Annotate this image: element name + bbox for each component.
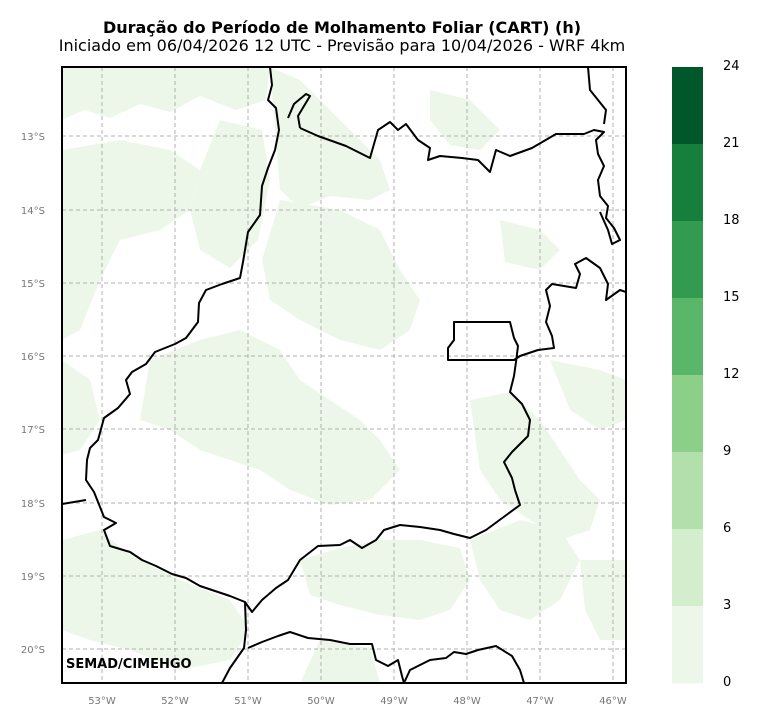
lon-label: 52°W bbox=[161, 696, 189, 707]
field-region bbox=[470, 520, 580, 620]
colorbar-bin bbox=[672, 144, 703, 222]
lon-label: 47°W bbox=[526, 696, 554, 707]
field-region bbox=[300, 540, 470, 620]
lon-label: 48°W bbox=[453, 696, 481, 707]
lon-label: 49°W bbox=[380, 696, 408, 707]
ms-border bbox=[221, 601, 247, 683]
colorbar-bin bbox=[672, 452, 703, 530]
lat-label: 17°S bbox=[21, 425, 45, 436]
credit-label: SEMAD/CIMEHGO bbox=[66, 657, 192, 672]
mg-south-border-2 bbox=[403, 645, 525, 683]
longitude-labels: 53°W 52°W 51°W 50°W 49°W 48°W 47°W 46°W bbox=[88, 696, 627, 707]
colorbar bbox=[672, 67, 703, 684]
mt-tip-border bbox=[287, 93, 311, 129]
lon-label: 50°W bbox=[307, 696, 335, 707]
map-subtitle: Iniciado em 06/04/2026 12 UTC - Previsão… bbox=[58, 36, 626, 55]
wetness-field bbox=[62, 67, 626, 683]
lat-label: 15°S bbox=[21, 279, 45, 290]
field-region bbox=[270, 67, 390, 208]
lon-label: 46°W bbox=[599, 696, 627, 707]
colorbar-bin bbox=[672, 529, 703, 607]
colorbar-tick-label: 0 bbox=[723, 675, 732, 690]
lat-label: 18°S bbox=[21, 499, 45, 510]
field-region bbox=[190, 120, 270, 268]
field-region bbox=[500, 220, 560, 270]
field-region bbox=[62, 530, 250, 670]
goias-border bbox=[85, 67, 626, 613]
field-region bbox=[300, 640, 380, 683]
lat-label: 19°S bbox=[21, 572, 45, 583]
field-region bbox=[550, 360, 626, 430]
colorbar-tick-label: 9 bbox=[723, 444, 732, 459]
mt-west-border bbox=[62, 499, 87, 505]
colorbar-tick-label: 24 bbox=[723, 59, 740, 74]
map-title: Duração do Período de Molhamento Foliar … bbox=[102, 18, 582, 37]
map-frame bbox=[61, 66, 627, 684]
colorbar-tick-label: 15 bbox=[723, 290, 740, 305]
latitude-labels: 13°S 14°S 15°S 16°S 17°S 18°S 19°S 20°S bbox=[21, 132, 45, 656]
colorbar-tick-label: 18 bbox=[723, 213, 740, 228]
field-region bbox=[140, 330, 400, 505]
colorbar-bin bbox=[672, 221, 703, 299]
lat-label: 20°S bbox=[21, 645, 45, 656]
field-region bbox=[62, 67, 270, 120]
field-region bbox=[62, 360, 100, 455]
tocantins-border bbox=[299, 121, 621, 245]
lat-label: 13°S bbox=[21, 132, 45, 143]
colorbar-tick-label: 6 bbox=[723, 521, 732, 536]
colorbar-tick-label: 3 bbox=[723, 598, 732, 613]
field-region bbox=[262, 200, 420, 350]
state-borders bbox=[62, 67, 626, 683]
lat-label: 14°S bbox=[21, 206, 45, 217]
lon-label: 53°W bbox=[88, 696, 116, 707]
lat-label: 16°S bbox=[21, 352, 45, 363]
mg-south-border bbox=[247, 631, 405, 683]
colorbar-bin bbox=[672, 606, 703, 684]
colorbar-bin bbox=[672, 67, 703, 145]
tocantins-east-border bbox=[587, 67, 607, 125]
colorbar-tick-label: 21 bbox=[723, 136, 740, 151]
colorbar-tick-label: 12 bbox=[723, 367, 740, 382]
field-region bbox=[430, 90, 500, 150]
field-region bbox=[62, 140, 200, 340]
lon-label: 51°W bbox=[234, 696, 262, 707]
colorbar-bin bbox=[672, 375, 703, 453]
field-region bbox=[580, 560, 626, 640]
colorbar-bin bbox=[672, 298, 703, 376]
gridlines bbox=[62, 67, 626, 683]
